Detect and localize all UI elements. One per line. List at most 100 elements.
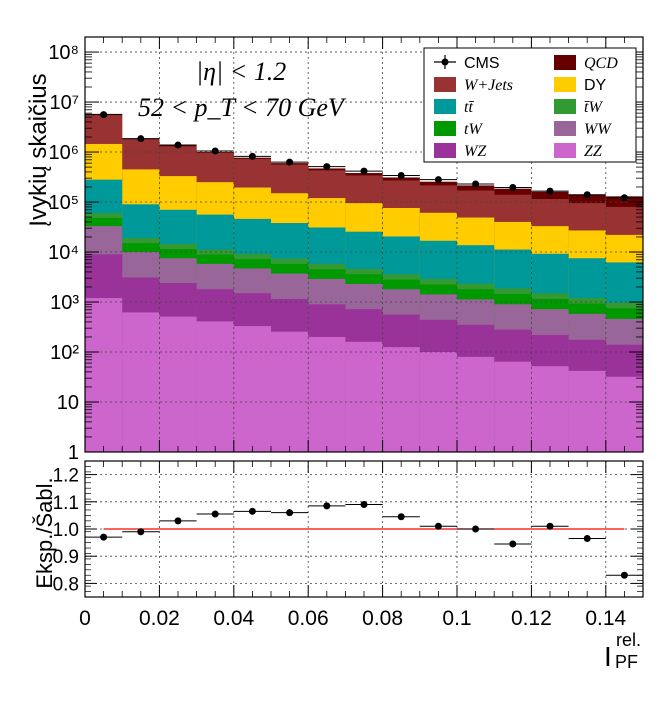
ratio-point bbox=[434, 522, 442, 530]
main-y-tick-label: 10⁵ bbox=[48, 192, 79, 214]
bar-ZZ-13 bbox=[568, 370, 606, 452]
legend-entry-DY: DY bbox=[554, 77, 607, 94]
legend-entry-t̄W: t̄W bbox=[554, 99, 603, 116]
legend-swatch bbox=[554, 121, 576, 136]
bar-ZZ-2 bbox=[159, 316, 197, 452]
main-y-tick-label: 10⁸ bbox=[48, 42, 79, 64]
ratio-y-axis-label: Eksp./Šabl. bbox=[32, 477, 57, 588]
ratio-y-tick-label: 0.8 bbox=[53, 574, 79, 595]
bar-ZZ-1 bbox=[122, 312, 160, 452]
ratio-ticks: 0.8 0.9 1.0 1.1 1.2 0 0.02 0.04 0.06 0.08 0.1 0.12 0… bbox=[53, 460, 643, 630]
ratio-point bbox=[137, 528, 145, 536]
legend-label: CMS bbox=[464, 55, 500, 72]
data-point bbox=[248, 152, 256, 160]
ratio-x-tick-label: 0.1 bbox=[442, 607, 471, 630]
ratio-y-tick-label: 1.0 bbox=[53, 520, 79, 541]
main-y-ticks: 1 10 10² 10³ 10⁴ 10⁵ 10⁶ 10⁷ 10⁸ bbox=[48, 37, 643, 464]
ratio-y-tick-label: 1.1 bbox=[53, 493, 79, 514]
data-point bbox=[137, 135, 145, 143]
bar-ZZ-11 bbox=[494, 361, 532, 452]
ratio-x-tick-label: 0.12 bbox=[511, 607, 552, 630]
ratio-point bbox=[472, 525, 480, 533]
main-y-tick-label: 10 bbox=[57, 392, 79, 414]
data-point bbox=[509, 184, 517, 192]
legend-label: ZZ bbox=[584, 143, 603, 160]
ratio-y-tick-label: 1.2 bbox=[53, 466, 79, 487]
legend-entry-QCD: QCD bbox=[554, 55, 618, 72]
main-y-tick-label: 10³ bbox=[50, 292, 79, 314]
annotation-eta: |η| < 1.2 bbox=[196, 57, 286, 86]
legend-label: WZ bbox=[464, 143, 487, 160]
bar-ZZ-4 bbox=[233, 326, 271, 452]
ratio-point bbox=[546, 522, 554, 530]
legend-label: WW bbox=[584, 121, 612, 138]
ratio-x-tick-label: 0.08 bbox=[362, 607, 403, 630]
main-y-tick-label: 10² bbox=[50, 342, 79, 364]
main-y-tick-label: 10⁷ bbox=[50, 92, 79, 114]
legend-label: tW bbox=[464, 121, 483, 138]
ratio-plot-panel: 0.8 0.9 1.0 1.1 1.2 0 0.02 0.04 0.06 0.08 0.1 0.12 0… bbox=[53, 460, 644, 630]
cms-data-points bbox=[85, 111, 643, 202]
legend-label: DY bbox=[584, 77, 607, 94]
ratio-x-tick-label: 0.06 bbox=[288, 607, 329, 630]
x-axis-label: I rel. PF bbox=[604, 630, 641, 672]
legend-entry-W+Jets: W+Jets bbox=[434, 77, 513, 94]
data-point bbox=[286, 158, 294, 166]
bar-ZZ-10 bbox=[457, 356, 495, 452]
bar-ZZ-3 bbox=[196, 321, 234, 452]
ratio-point bbox=[620, 571, 628, 579]
legend-box bbox=[423, 47, 637, 163]
data-point bbox=[472, 180, 480, 188]
ratio-point bbox=[248, 507, 256, 515]
x-axis-label-sup: rel. bbox=[616, 630, 641, 650]
ratio-point bbox=[360, 501, 368, 509]
legend-swatch bbox=[434, 121, 456, 136]
ratio-x-tick-label: 0.14 bbox=[585, 607, 626, 630]
stack-layer-ZZ bbox=[85, 298, 643, 452]
annotation-pt: 52 < p_T < 70 GeV bbox=[138, 93, 347, 122]
legend-swatch bbox=[554, 143, 576, 158]
legend-swatch bbox=[554, 77, 576, 92]
data-point bbox=[397, 171, 405, 179]
main-y-axis-label: Įvykių skaičius bbox=[25, 73, 52, 226]
legend-entry-tW: tW bbox=[434, 121, 483, 138]
x-axis-label-main: I bbox=[604, 641, 612, 672]
data-point bbox=[211, 147, 219, 155]
x-axis-label-sub: PF bbox=[615, 652, 638, 672]
data-point bbox=[100, 111, 108, 119]
data-point bbox=[434, 176, 442, 184]
bar-ZZ-5 bbox=[271, 331, 309, 452]
bar-ZZ-6 bbox=[308, 336, 346, 452]
annotation-eta-text: |η| < 1.2 bbox=[196, 57, 286, 86]
legend-entry-ZZ: ZZ bbox=[554, 143, 603, 160]
legend-swatch bbox=[434, 99, 456, 114]
data-point bbox=[546, 187, 554, 195]
legend-label: t̄W bbox=[584, 99, 604, 116]
data-point bbox=[360, 167, 368, 175]
data-point bbox=[620, 194, 628, 202]
legend-label: QCD bbox=[584, 55, 618, 72]
ratio-points bbox=[85, 501, 643, 579]
ratio-point bbox=[323, 502, 331, 510]
ratio-point bbox=[509, 540, 517, 548]
bar-ZZ-0 bbox=[85, 298, 123, 452]
bar-ZZ-8 bbox=[382, 347, 420, 452]
data-point bbox=[323, 163, 331, 171]
legend-entry-WZ: WZ bbox=[434, 143, 487, 160]
legend-entry-tt̄: tt̄ bbox=[434, 99, 474, 116]
legend: CMS QCD W+Jets DY tt̄ t̄W tW WW WZ ZZ bbox=[423, 47, 637, 163]
ratio-y-tick-label: 0.9 bbox=[53, 547, 79, 568]
legend-entry-CMS: CMS bbox=[434, 55, 500, 72]
legend-swatch bbox=[434, 77, 456, 92]
ratio-point bbox=[174, 517, 182, 525]
data-point bbox=[583, 191, 591, 199]
ratio-point bbox=[100, 533, 108, 541]
legend-swatch bbox=[434, 143, 456, 158]
bar-ZZ-7 bbox=[345, 341, 383, 452]
legend-swatch bbox=[554, 99, 576, 114]
ratio-point bbox=[583, 535, 591, 543]
bar-ZZ-14 bbox=[605, 376, 643, 452]
legend-label: W+Jets bbox=[464, 77, 513, 94]
main-plot-panel: 1 10 10² 10³ 10⁴ 10⁵ 10⁶ 10⁷ 10⁸ CMS QCD W+Jets DY tt… bbox=[48, 36, 644, 464]
